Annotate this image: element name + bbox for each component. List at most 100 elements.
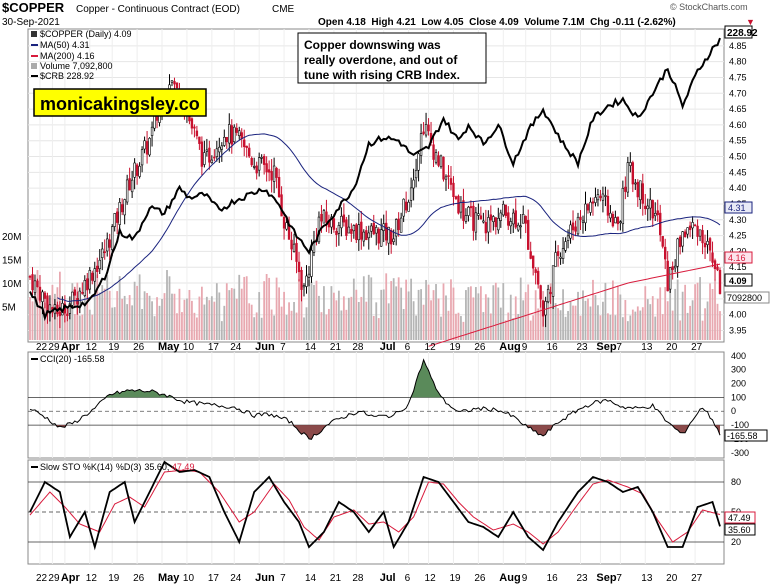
annotation-box bbox=[297, 32, 487, 84]
candle-body bbox=[427, 124, 430, 132]
price-legend-swatch bbox=[31, 31, 37, 37]
candle-body bbox=[399, 217, 403, 233]
candle-body bbox=[225, 137, 228, 143]
volume-bar bbox=[524, 292, 527, 340]
volume-bar bbox=[559, 310, 562, 340]
volume-bar bbox=[352, 278, 355, 340]
volume-tick-label: 10M bbox=[2, 279, 21, 290]
candle-body bbox=[639, 180, 642, 201]
candle-body bbox=[584, 203, 587, 224]
volume-bar bbox=[402, 309, 405, 340]
volume-bar bbox=[616, 285, 619, 340]
candle-body bbox=[325, 211, 328, 223]
time-axis-label: 26 bbox=[474, 342, 486, 353]
candle-body bbox=[569, 224, 572, 239]
volume-bar bbox=[305, 307, 308, 340]
candle-body bbox=[255, 165, 258, 174]
volume-bar bbox=[280, 306, 283, 340]
time-axis-label: 16 bbox=[547, 573, 559, 584]
volume-bar bbox=[604, 282, 607, 340]
candle-body bbox=[502, 203, 505, 216]
candle-body bbox=[262, 156, 266, 165]
volume-bar bbox=[611, 280, 614, 340]
price-tick-label: 4.75 bbox=[729, 72, 747, 82]
price-tick-label: 4.45 bbox=[729, 167, 747, 177]
candle-body bbox=[497, 217, 500, 231]
time-axis-label: 6 bbox=[405, 342, 411, 353]
candle-body bbox=[474, 212, 478, 233]
volume-bar bbox=[138, 274, 141, 340]
ma200-line bbox=[428, 263, 721, 347]
candle-body bbox=[419, 133, 423, 156]
volume-bar bbox=[716, 303, 719, 340]
volume-bar bbox=[415, 315, 417, 340]
candle-body bbox=[693, 224, 697, 227]
volume-bar bbox=[275, 277, 278, 340]
volume-bar bbox=[689, 305, 692, 340]
candle-body bbox=[412, 179, 415, 189]
volume-bar bbox=[465, 290, 467, 340]
cci-indicator bbox=[28, 358, 724, 440]
volume-bar bbox=[450, 279, 452, 340]
candle-body bbox=[302, 285, 306, 288]
candle-body bbox=[103, 251, 106, 254]
stochastic-indicator bbox=[28, 460, 724, 552]
volume-bar bbox=[220, 321, 223, 340]
volume-bar bbox=[335, 300, 338, 340]
time-axis-label: 19 bbox=[449, 342, 461, 353]
candle-body bbox=[479, 215, 483, 220]
annotation-line-2: really overdone, and out of bbox=[304, 53, 458, 67]
legend-ma50: MA(50) 4.31 bbox=[40, 40, 90, 50]
volume-bar bbox=[539, 289, 542, 340]
volume-bar bbox=[223, 305, 226, 340]
candle-body bbox=[205, 149, 209, 152]
time-axis-label: 6 bbox=[405, 573, 411, 584]
time-axis-label: 12 bbox=[425, 573, 437, 584]
price-tick-label: 4.30 bbox=[729, 215, 747, 225]
volume-bar bbox=[225, 283, 228, 340]
volume-bar bbox=[208, 300, 211, 340]
volume-value-tag bbox=[724, 291, 770, 304]
candle-body bbox=[218, 146, 221, 153]
price-tick-label: 4.80 bbox=[729, 57, 747, 67]
volume-bar bbox=[711, 289, 714, 340]
volume-bar bbox=[467, 287, 470, 340]
candle-body bbox=[546, 288, 550, 303]
cci-tick-label: 400 bbox=[731, 351, 746, 361]
volume-bar bbox=[654, 316, 657, 340]
candle-body bbox=[352, 225, 356, 232]
sto-k-value-tag bbox=[724, 523, 756, 536]
volume-bar bbox=[412, 301, 415, 340]
volume-bar bbox=[425, 279, 427, 340]
candle-body bbox=[238, 130, 241, 137]
volume-bar bbox=[497, 287, 500, 340]
candle-body bbox=[544, 301, 547, 316]
price-tick-label: 4.70 bbox=[729, 88, 747, 98]
volume-bar bbox=[96, 274, 99, 340]
candle-body bbox=[380, 229, 383, 247]
candle-body bbox=[133, 162, 136, 178]
time-axis-label: 12 bbox=[86, 342, 98, 353]
watermark-box bbox=[33, 88, 207, 117]
volume-bar bbox=[589, 306, 592, 340]
candle-body bbox=[118, 202, 121, 225]
close-value: 4.09 bbox=[729, 276, 747, 286]
candle-body bbox=[220, 145, 223, 150]
candle-body bbox=[130, 179, 134, 193]
volume-bar bbox=[671, 310, 674, 340]
price-tick-label: 4.55 bbox=[729, 136, 747, 146]
price-tick-label: 3.95 bbox=[729, 326, 747, 336]
candle-body bbox=[295, 242, 298, 262]
volume-tick-label: 20M bbox=[2, 232, 21, 243]
candle-body bbox=[564, 241, 567, 251]
candle-body bbox=[454, 196, 458, 199]
candle-body bbox=[377, 228, 380, 244]
volume-bar bbox=[328, 308, 330, 340]
volume-bar bbox=[437, 298, 440, 340]
volume-bar bbox=[587, 298, 589, 340]
candle-body bbox=[683, 231, 687, 238]
price-tick-label: 4.40 bbox=[729, 183, 747, 193]
candle-body bbox=[522, 214, 525, 224]
candle-body bbox=[718, 269, 722, 294]
